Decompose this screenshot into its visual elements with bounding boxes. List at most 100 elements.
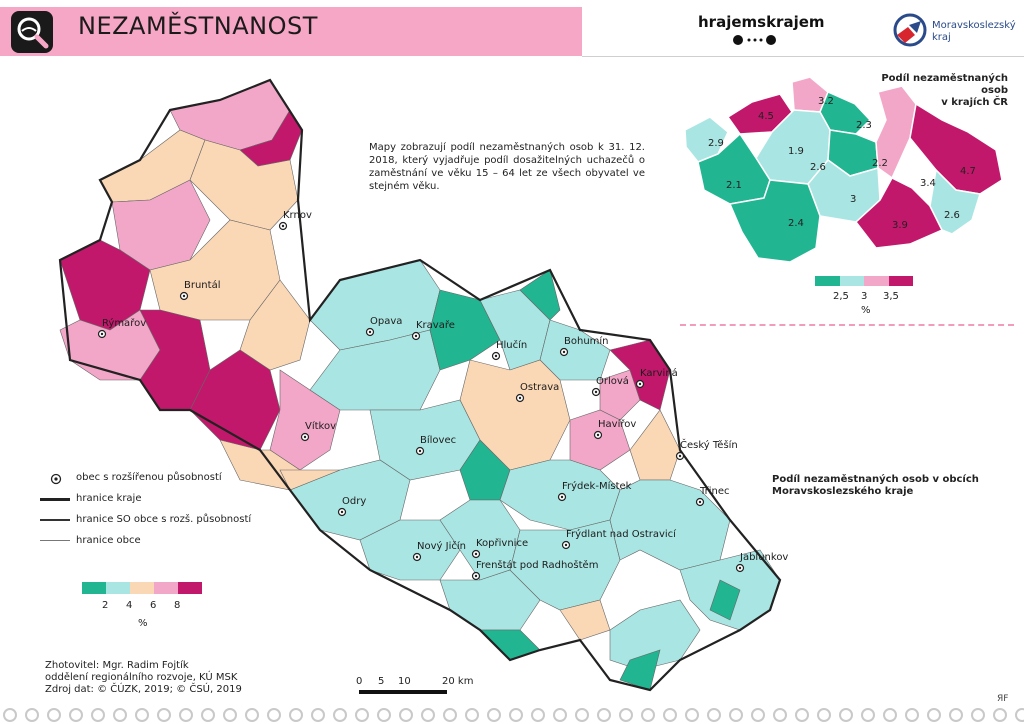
cz-value-vysocina: 3 xyxy=(850,194,856,205)
msk-legend-swatch-5 xyxy=(178,582,202,594)
footer-ring xyxy=(685,708,699,722)
cz-value-kralovehradecky: 2.3 xyxy=(856,120,872,131)
city-label-cesky-tesin: Český Těšín xyxy=(680,438,738,451)
page-title: NEZAMĚSTNANOST xyxy=(78,12,318,40)
cz-region-zlinsky xyxy=(929,168,981,235)
footer-ring xyxy=(443,708,457,722)
brand-hrajemskrajem: hrajemskrajem xyxy=(698,13,825,31)
magnifier-logo-icon xyxy=(11,11,53,53)
scale-tick-0: 0 xyxy=(356,676,363,687)
footer-ring xyxy=(575,708,589,722)
author-mark: ЯF xyxy=(997,694,1009,704)
footer-ring xyxy=(817,708,831,722)
msk-area-jablunkov-green xyxy=(709,579,741,621)
footer-ring xyxy=(289,708,303,722)
legend-so-label: hranice SO obce s rozš. působností xyxy=(76,514,252,525)
footer-ring xyxy=(883,708,897,722)
scale-tick-20: 20 km xyxy=(442,676,474,687)
cz-value-stredocesky: 2.6 xyxy=(810,162,826,173)
city-marker-dot xyxy=(638,382,642,386)
footer-ring xyxy=(993,708,1007,722)
footer-ring xyxy=(971,708,985,722)
header-divider xyxy=(582,56,1024,57)
footer-ring xyxy=(619,708,633,722)
footer-ring xyxy=(773,708,787,722)
footer-ring xyxy=(641,708,655,722)
brand-dots-icon xyxy=(733,35,776,45)
credits-line-1: Zhotovitel: Mgr. Radim Fojtík xyxy=(45,660,189,671)
footer-ring xyxy=(179,708,193,722)
footer-ring xyxy=(267,708,281,722)
msk-legend: obec s rozšířenou působností hranice kra… xyxy=(40,470,270,560)
credits: Zhotovitel: Mgr. Radim Fojtík oddělení r… xyxy=(45,660,242,696)
city-marker-dot xyxy=(414,334,418,338)
msk-legend-swatch-2 xyxy=(106,582,130,594)
map-description: Mapy zobrazují podíl nezaměstnaných osob… xyxy=(369,142,645,192)
decorative-footer-strip xyxy=(3,708,1024,722)
city-marker-dot xyxy=(182,294,186,298)
cz-legend-tick-3: 3,5 xyxy=(883,291,899,302)
cz-region-jihocesky xyxy=(728,179,821,263)
footer-ring xyxy=(311,708,325,722)
section-divider xyxy=(680,324,1014,326)
legend-municipality-line xyxy=(40,540,70,541)
cz-value-praha: 1.9 xyxy=(788,146,804,157)
cz-legend-unit: % xyxy=(861,305,871,316)
footer-ring xyxy=(905,708,919,722)
legend-so-line xyxy=(40,519,70,521)
footer-ring xyxy=(91,708,105,722)
msk-crest-icon xyxy=(893,13,927,47)
header-bar xyxy=(0,7,582,56)
city-label-havirov: Havířov xyxy=(598,418,636,430)
footer-ring xyxy=(949,708,963,722)
footer-ring xyxy=(47,708,61,722)
city-marker-dot xyxy=(564,543,568,547)
msk-municipalities-map: Krnov Bruntál Rýmařov Opava Kravaře Hluč… xyxy=(58,78,788,692)
cz-legend-swatch-3 xyxy=(864,276,889,286)
msk-legend-swatch-3 xyxy=(130,582,154,594)
city-marker-dot xyxy=(698,500,702,504)
cz-map-title-line-1: Podíl nezaměstnaných osob xyxy=(881,73,1008,96)
cz-value-ustecky: 4.5 xyxy=(758,111,774,122)
footer-ring xyxy=(597,708,611,722)
msk-legend-tick-8: 8 xyxy=(174,600,181,611)
footer-ring xyxy=(201,708,215,722)
credits-line-2: oddělení regionálního rozvoje, KÚ MSK xyxy=(45,672,238,683)
footer-ring xyxy=(399,708,413,722)
msk-map-title: Podíl nezaměstnaných osob v obcích Morav… xyxy=(772,474,1002,498)
cz-value-plzensky: 2.1 xyxy=(726,180,742,191)
city-marker-icon xyxy=(50,473,62,485)
credits-line-3: Zdroj dat: © ČÚZK, 2019; © ČSÚ, 2019 xyxy=(45,684,242,695)
footer-ring xyxy=(839,708,853,722)
footer-ring xyxy=(1015,708,1024,722)
msk-legend-tick-6: 6 xyxy=(150,600,157,611)
footer-ring xyxy=(245,708,259,722)
footer-ring xyxy=(157,708,171,722)
city-marker-dot xyxy=(738,566,742,570)
footer-ring xyxy=(69,708,83,722)
cz-map-title: Podíl nezaměstnaných osob v krajích ČR xyxy=(858,73,1008,109)
msk-area-cesky-tesin xyxy=(629,409,681,481)
footer-ring xyxy=(509,708,523,722)
footer-ring xyxy=(223,708,237,722)
msk-legend-swatch-1 xyxy=(82,582,106,594)
city-label-opava: Opava xyxy=(370,316,402,327)
city-marker-dot xyxy=(678,454,682,458)
legend-region-line xyxy=(40,498,70,501)
footer-ring xyxy=(531,708,545,722)
msk-area-south xyxy=(609,599,701,671)
city-label-odry: Odry xyxy=(342,496,366,507)
cz-legend-tick-2: 3 xyxy=(861,291,868,302)
msk-map-title-line-1: Podíl nezaměstnaných osob v obcích xyxy=(772,474,979,485)
cz-region-vysocina xyxy=(807,158,881,223)
city-label-bohumin: Bohumín xyxy=(564,335,609,347)
cz-region-moravskoslezsky xyxy=(909,102,1003,195)
footer-ring xyxy=(553,708,567,722)
city-marker-dot xyxy=(100,332,104,336)
footer-ring xyxy=(795,708,809,722)
cz-value-zlinsky: 2.6 xyxy=(944,210,960,221)
msk-color-legend: 2 4 6 8 % xyxy=(82,582,212,632)
msk-area-fulnek xyxy=(279,469,341,491)
city-marker-dot xyxy=(560,495,564,499)
city-marker-dot xyxy=(340,510,344,514)
